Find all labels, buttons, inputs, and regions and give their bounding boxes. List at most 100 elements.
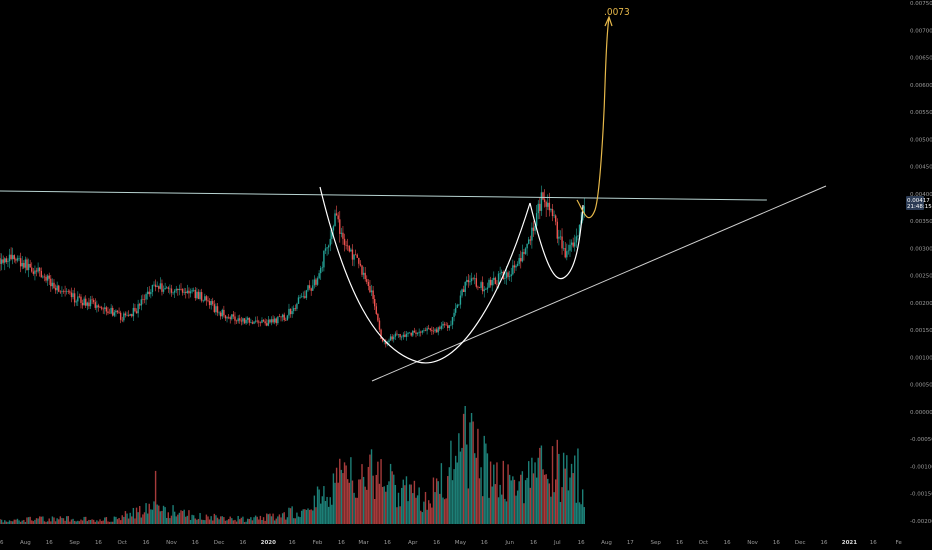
candle-body	[77, 296, 79, 302]
drawings[interactable]: .0073	[0, 7, 827, 382]
volume-bar	[164, 507, 166, 524]
candle-body	[358, 257, 360, 264]
volume-bar	[62, 518, 65, 524]
volume-bar	[188, 510, 190, 524]
candle-body	[383, 341, 385, 342]
candle-body	[264, 321, 266, 324]
candle-body	[405, 333, 408, 337]
candle-body	[551, 208, 554, 217]
y-tick-label: 0.00350000	[910, 219, 932, 225]
candle-body	[140, 299, 143, 306]
volume-bar	[175, 516, 177, 524]
volume-bar	[158, 505, 160, 524]
volume-bar	[75, 521, 77, 524]
volume-bar	[59, 516, 62, 524]
candle-body	[316, 278, 319, 285]
volume-bar	[505, 501, 508, 524]
volume-bar	[405, 476, 408, 524]
projection-curve[interactable]	[576, 17, 610, 219]
volume-bar	[369, 454, 371, 524]
volume-bar	[204, 520, 206, 524]
candle-body	[335, 213, 338, 216]
candle-body	[131, 314, 133, 317]
volume-bar	[308, 509, 311, 524]
volume-bar	[24, 521, 27, 524]
candle-body	[470, 278, 473, 282]
candle-body	[399, 334, 401, 338]
y-axis[interactable]: 0.00750000 0.00700000 0.00650000 0.00600000…	[910, 1, 932, 525]
volume-bar	[459, 451, 462, 524]
candle-body	[545, 202, 547, 207]
candle-body	[250, 322, 252, 323]
candle-body	[26, 259, 28, 271]
candle-body	[342, 232, 344, 239]
volume-bar	[375, 474, 377, 524]
candle-body	[359, 263, 362, 266]
candle-body	[269, 319, 271, 323]
volume-bar	[329, 497, 331, 524]
volume-bar	[566, 455, 568, 524]
rising-trendline[interactable]	[371, 185, 827, 382]
volume-bar	[58, 519, 60, 524]
y-tick-label: 0.00200000	[910, 301, 932, 307]
volume-bar	[529, 487, 531, 524]
volume-bar	[34, 519, 36, 524]
volume-bar	[493, 464, 495, 524]
handle-curve[interactable]	[529, 202, 584, 280]
volume-bar	[69, 521, 71, 524]
candle-body	[416, 332, 419, 334]
volume-bar	[229, 516, 231, 524]
horizontal-resistance-line[interactable]	[0, 190, 767, 201]
candle-body	[270, 319, 273, 323]
volume-bar	[483, 435, 485, 524]
volume-bar	[502, 460, 505, 524]
candle-body	[483, 289, 485, 292]
candle-body	[175, 288, 177, 291]
candle-body	[112, 307, 114, 316]
projection-arrowhead[interactable]	[604, 15, 613, 27]
volume-bar	[486, 453, 489, 524]
cup-curve[interactable]	[319, 186, 531, 364]
volume-bar	[447, 476, 449, 524]
candle-body	[310, 288, 312, 291]
volume-bar	[445, 498, 447, 524]
candle-body	[537, 203, 539, 214]
volume-bar	[545, 474, 547, 524]
candle-body	[524, 248, 527, 254]
candle-body	[508, 276, 511, 277]
candle-body	[142, 299, 144, 300]
volume-bar	[51, 516, 54, 524]
volume-bar	[540, 445, 543, 524]
volume-bar	[572, 473, 574, 524]
volume-bar	[245, 521, 247, 524]
volume-bar	[278, 514, 281, 524]
candle-body	[27, 263, 30, 271]
candle-body	[121, 319, 123, 321]
candle-body	[526, 243, 528, 249]
candle-body	[504, 278, 506, 279]
x-tick-label: Aug	[601, 540, 612, 546]
volume-bar	[123, 516, 125, 524]
candle-body	[469, 281, 471, 283]
candle-body	[256, 320, 258, 322]
candle-body	[348, 246, 350, 252]
candle-body	[161, 283, 163, 292]
volume-bar	[555, 479, 557, 524]
candle-body	[259, 322, 262, 324]
volume-bar	[410, 484, 412, 524]
candle-body	[432, 330, 435, 332]
candle-body	[516, 263, 519, 266]
candle-body	[402, 334, 404, 337]
candle-body	[46, 275, 49, 281]
volume-bar	[112, 521, 114, 524]
candle-body	[302, 296, 304, 297]
x-axis[interactable]: 16 Aug 16 Sep 16 Oct 16 Nov 16 Dec 16 2020 16 Feb 16 Ma…	[0, 540, 902, 546]
candle-body	[448, 325, 451, 329]
volume-bar	[240, 517, 243, 524]
candle-body	[362, 272, 365, 275]
volume-bar	[46, 521, 49, 524]
candle-body	[180, 288, 182, 290]
volume-bar	[556, 439, 558, 524]
